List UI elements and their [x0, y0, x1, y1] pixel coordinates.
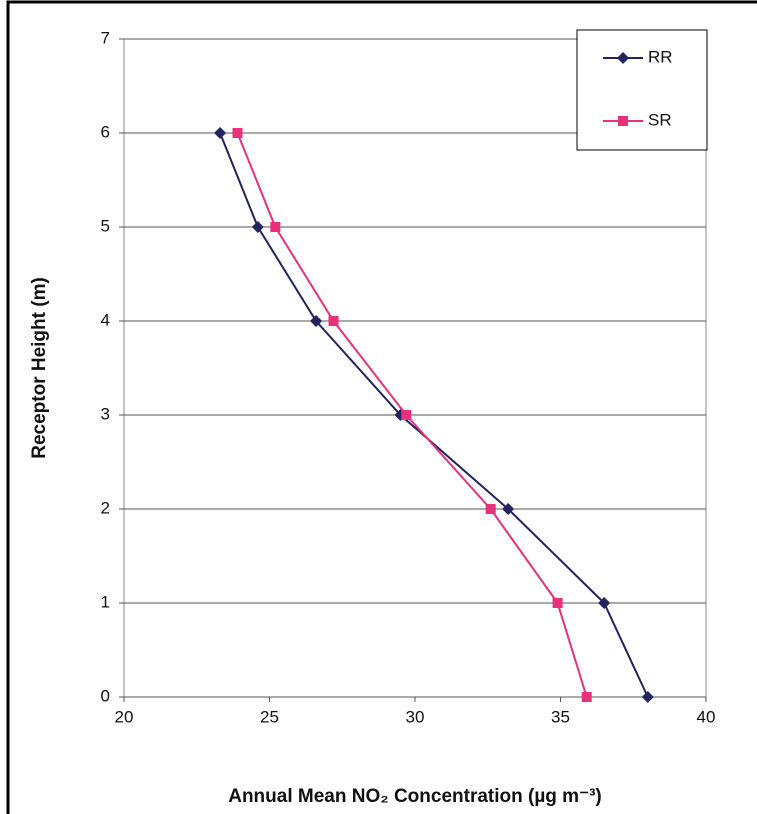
x-tick-label: 25 — [260, 707, 279, 726]
y-tick-label: 0 — [101, 686, 110, 705]
y-axis-title: Receptor Height (m) — [29, 277, 50, 459]
data-point — [485, 504, 496, 514]
x-tick-label: 40 — [697, 707, 716, 726]
frame — [6, 0, 757, 814]
data-point — [270, 222, 281, 232]
y-tick-label: 2 — [101, 498, 110, 517]
data-point — [232, 128, 243, 138]
data-point — [641, 691, 654, 703]
data-point — [214, 127, 227, 139]
data-point — [502, 503, 515, 515]
legend-label: RR — [648, 47, 673, 66]
data-point — [310, 315, 323, 327]
data-point — [598, 597, 611, 609]
legend-marker — [617, 52, 629, 64]
x-axis-title: Annual Mean NO₂ Concentration (µg m⁻³) — [228, 786, 602, 807]
x-tick-label: 30 — [406, 707, 425, 726]
y-tick-label: 1 — [101, 592, 110, 611]
data-point — [328, 316, 339, 326]
legend-marker — [618, 116, 628, 126]
data-point — [552, 598, 563, 608]
x-tick-label: 20 — [115, 707, 134, 726]
data-point — [581, 692, 592, 702]
y-tick-label: 7 — [101, 28, 110, 47]
y-tick-label: 4 — [101, 310, 110, 329]
y-tick-label: 5 — [101, 216, 110, 235]
legend-label: SR — [648, 110, 672, 129]
legend-box — [576, 29, 708, 151]
y-tick-label: 6 — [101, 122, 110, 141]
x-tick-label: 35 — [551, 707, 570, 726]
y-tick-label: 3 — [101, 404, 110, 423]
data-point — [251, 221, 264, 233]
data-point — [401, 410, 412, 420]
